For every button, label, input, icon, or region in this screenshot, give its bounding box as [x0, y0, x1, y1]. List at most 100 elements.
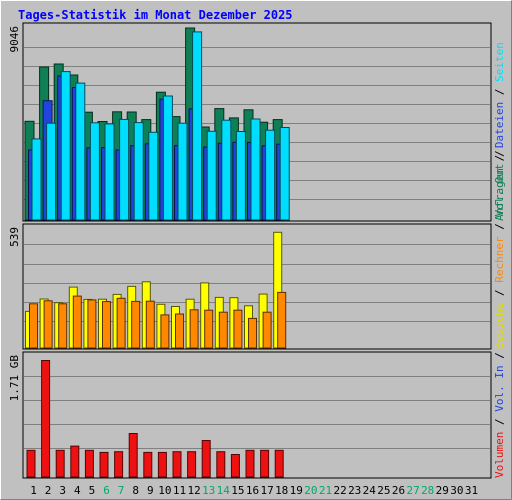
x-tick-day-22: 22: [333, 484, 346, 497]
bar-top-seiten-day-10: [162, 95, 173, 221]
bar-top-seiten-day-16: [250, 118, 261, 221]
y-max-label-top: 9046: [8, 26, 21, 53]
x-tick-day-29: 29: [436, 484, 449, 497]
bar-top-seiten-day-1: [31, 138, 42, 221]
x-tick-day-8: 8: [132, 484, 139, 497]
bar-top-seiten-day-18: [279, 127, 290, 221]
bar-middle-rechner-day-10: [160, 314, 170, 349]
bar-bottom-volumen-day-11: [172, 451, 182, 478]
bar-middle-rechner-day-14: [218, 311, 228, 349]
bar-bottom-volumen-day-17: [260, 449, 270, 478]
bar-bottom-volumen-day-5: [84, 449, 94, 478]
bar-middle-rechner-day-1: [29, 303, 38, 349]
bar-middle-rechner-day-11: [175, 313, 184, 349]
bar-bottom-volumen-day-9: [143, 451, 153, 478]
x-tick-day-17: 17: [260, 484, 273, 497]
legend-entry-top-3: /: [493, 82, 506, 102]
x-tick-day-31: 31: [465, 484, 478, 497]
bar-middle-rechner-day-8: [131, 300, 141, 349]
x-tick-day-14: 14: [217, 484, 231, 497]
x-tick-day-4: 4: [74, 484, 81, 497]
x-tick-day-24: 24: [363, 484, 377, 497]
bar-top-seiten-day-6: [104, 123, 115, 221]
x-tick-day-25: 25: [377, 484, 390, 497]
bar-bottom-volumen-day-4: [70, 445, 80, 478]
bar-bottom-volumen-day-15: [230, 454, 240, 478]
y-axis-max-labels: 9046 539 1.71 GB: [8, 26, 21, 401]
bar-middle-rechner-day-3: [58, 303, 68, 349]
bar-bottom-volumen-day-10: [157, 451, 167, 478]
legend-group-middle: Besuche / Rechner / Vol. Out /: [493, 150, 506, 349]
bar-middle-rechner-day-9: [145, 300, 155, 349]
bar-top-seiten-day-11: [177, 122, 188, 221]
bar-middle-rechner-day-7: [116, 297, 126, 349]
legend-entry-top-0: Anfragen: [493, 168, 506, 221]
x-tick-day-26: 26: [392, 484, 405, 497]
bar-top-seiten-day-13: [206, 130, 217, 221]
legend-entry-top-1: /: [493, 148, 506, 168]
legend-entry-top-4: Seiten: [493, 42, 506, 82]
legend-entry-middle-4: Vol. Out: [493, 164, 506, 217]
bar-bottom-volumen-day-16: [245, 449, 255, 478]
bar-middle-rechner-day-5: [87, 299, 97, 349]
x-tick-day-7: 7: [118, 484, 125, 497]
bar-top-seiten-day-7: [119, 118, 130, 221]
chart-title: Tages-Statistik im Monat Dezember 2025: [18, 8, 293, 22]
legend-entry-middle-2: Rechner: [493, 236, 506, 283]
bar-top-seiten-day-5: [89, 122, 100, 221]
x-tick-day-1: 1: [30, 484, 37, 497]
legend-entry-middle-0: Besuche: [493, 303, 506, 349]
x-tick-day-28: 28: [421, 484, 434, 497]
x-tick-day-19: 19: [290, 484, 303, 497]
x-tick-day-10: 10: [158, 484, 171, 497]
bar-bottom-volumen-day-18: [274, 449, 284, 478]
x-tick-day-27: 27: [406, 484, 419, 497]
side-legend: Anfragen / Dateien / Seiten Besuche / Rec…: [493, 42, 506, 478]
legend-entry-top-2: Dateien: [493, 102, 506, 148]
x-tick-day-30: 30: [450, 484, 463, 497]
bar-bottom-volumen-day-8: [128, 433, 138, 478]
bar-middle-rechner-day-13: [204, 309, 214, 349]
bar-middle-rechner-day-4: [72, 295, 82, 349]
bar-middle-rechner-day-18: [277, 291, 287, 349]
x-tick-day-16: 16: [246, 484, 259, 497]
bar-bottom-volumen-day-14: [216, 451, 226, 478]
bar-top-seiten-day-3: [60, 71, 71, 221]
legend-entry-middle-5: /: [493, 150, 506, 163]
bar-middle-rechner-day-6: [102, 301, 111, 349]
x-tick-day-23: 23: [348, 484, 361, 497]
legend-entry-middle-3: /: [493, 217, 506, 237]
bar-bottom-volumen-day-3: [55, 449, 65, 478]
legend-entry-bottom-3: /: [493, 352, 506, 365]
x-tick-day-20: 20: [304, 484, 317, 497]
bar-top-seiten-day-9: [148, 131, 159, 221]
x-tick-day-13: 13: [202, 484, 215, 497]
legend-entry-bottom-1: /: [493, 412, 506, 432]
bar-top-seiten-day-2: [46, 122, 57, 221]
y-max-label-bottom: 1.71 GB: [8, 355, 21, 402]
bar-middle-rechner-day-12: [189, 309, 199, 349]
x-tick-day-18: 18: [275, 484, 288, 497]
x-tick-day-3: 3: [59, 484, 66, 497]
bar-top-seiten-day-14: [221, 119, 232, 221]
bar-top-seiten-day-12: [192, 31, 203, 221]
bar-bottom-volumen-day-13: [201, 440, 211, 478]
legend-entry-bottom-2: Vol. In: [493, 365, 506, 411]
x-axis-day-labels: 1 2 3 4 5 6 7 8 9 10 11 12 13 14 15 16 17 18 19 20 21 22 23 24 2…: [30, 484, 478, 497]
bar-top-seiten-day-17: [265, 129, 276, 221]
bar-middle-rechner-day-15: [233, 309, 243, 349]
bar-bottom-volumen-day-6: [99, 451, 109, 478]
bar-bottom-volumen-day-1: [26, 449, 36, 478]
bar-middle-rechner-day-17: [262, 311, 272, 349]
x-tick-day-15: 15: [231, 484, 244, 497]
legend-entry-middle-1: /: [493, 283, 506, 303]
bar-bottom-volumen-day-12: [187, 451, 197, 478]
chart-panels: [22, 22, 492, 479]
bar-top-seiten-day-15: [235, 131, 246, 221]
x-tick-day-11: 11: [173, 484, 186, 497]
bar-bottom-volumen-day-2: [41, 360, 51, 478]
x-tick-day-5: 5: [89, 484, 96, 497]
legend-group-bottom: Volumen / Vol. In /: [493, 352, 506, 478]
x-tick-day-12: 12: [187, 484, 200, 497]
